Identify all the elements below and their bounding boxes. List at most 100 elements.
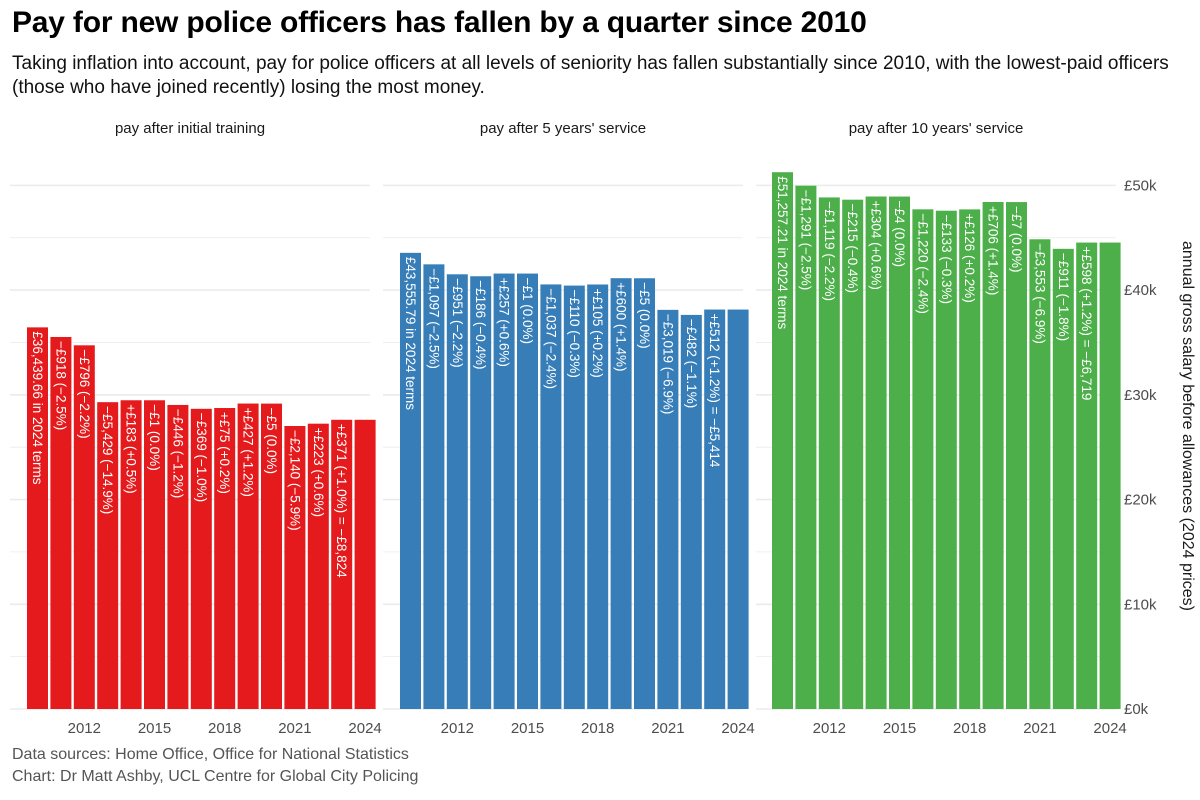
x-tick-label: 2024 bbox=[1093, 720, 1126, 737]
bar-label: −£951 (−2.2%) bbox=[450, 278, 465, 367]
bar-label: +£183 (+0.5%) bbox=[124, 404, 139, 493]
bar-label: −£911 (−1.8%) bbox=[1056, 253, 1071, 341]
bar bbox=[982, 202, 1004, 709]
bar bbox=[50, 336, 72, 709]
bar-label: −£1 (0.0%) bbox=[147, 404, 162, 470]
x-tick-label: 2018 bbox=[581, 720, 614, 737]
chart-title: Pay for new police officers has fallen b… bbox=[12, 6, 867, 39]
chart-subtitle: Taking inflation into account, pay for p… bbox=[12, 53, 1169, 98]
bar bbox=[540, 284, 562, 709]
bar-label: −£918 (−2.5%) bbox=[53, 341, 68, 430]
y-tick-label: £10k bbox=[1124, 596, 1157, 613]
facet-title: pay after initial training bbox=[115, 120, 265, 137]
bar bbox=[423, 264, 445, 709]
x-tick-label: 2021 bbox=[1023, 720, 1056, 737]
bar-label: −£1,291 (−2.5%) bbox=[798, 190, 813, 291]
y-tick-label: £40k bbox=[1124, 282, 1157, 299]
bar-label: −£369 (−1.0%) bbox=[194, 413, 209, 502]
x-tick-label: 2018 bbox=[208, 720, 241, 737]
bar-label: −£133 (−0.3%) bbox=[939, 215, 954, 304]
bar-label: +£223 (+0.6%) bbox=[311, 428, 326, 517]
bar bbox=[73, 345, 95, 709]
bar bbox=[167, 404, 189, 709]
bar-label: +£126 (+0.2%) bbox=[962, 213, 977, 302]
facet-title: pay after 5 years' service bbox=[480, 120, 646, 137]
x-tick-label: 2012 bbox=[68, 720, 101, 737]
bar-label: −£1,220 (−2.4%) bbox=[915, 213, 930, 314]
x-tick-label: 2015 bbox=[883, 720, 916, 737]
bar-label: −£5,429 (−14.9%) bbox=[100, 406, 115, 514]
bar-label: −£482 (−1.1%) bbox=[684, 319, 699, 408]
bar bbox=[237, 403, 259, 709]
x-tick-label: 2021 bbox=[278, 720, 311, 737]
bar bbox=[214, 408, 236, 709]
bar bbox=[842, 199, 864, 710]
bar bbox=[657, 309, 679, 709]
bar bbox=[517, 273, 538, 709]
bar-label: +£304 (+0.6%) bbox=[869, 201, 884, 290]
bar bbox=[493, 273, 515, 709]
x-tick-label: 2018 bbox=[953, 720, 986, 737]
y-axis-title: annual gross salary before allowances (2… bbox=[1179, 241, 1196, 611]
bar-labels: £36,439.66 in 2024 terms −£918 (−2.5%) −£7… bbox=[30, 176, 1094, 578]
bar bbox=[889, 196, 910, 709]
bar bbox=[912, 209, 934, 709]
bar bbox=[144, 400, 165, 709]
bar bbox=[680, 314, 702, 709]
bar-label: +£427 (+1.2%) bbox=[241, 408, 256, 497]
x-tick-label: 2015 bbox=[138, 720, 171, 737]
facet-title: pay after 10 years' service bbox=[849, 120, 1024, 137]
bar bbox=[587, 284, 609, 709]
bar bbox=[959, 209, 981, 709]
bar bbox=[27, 327, 48, 709]
bar-label: −£186 (−0.4%) bbox=[473, 280, 488, 369]
bar bbox=[1052, 248, 1074, 709]
bar-label: +£512 (+1.2%) = −£5,414 bbox=[707, 314, 722, 468]
bar-label: −£3,553 (−6.9%) bbox=[1032, 243, 1047, 344]
bar-label: −£1,119 (−2.2%) bbox=[822, 201, 837, 301]
bar-label: −£5 (0.0%) bbox=[637, 282, 652, 348]
bar-label: +£75 (+0.2%) bbox=[217, 412, 232, 494]
bar bbox=[772, 172, 793, 710]
bar-label: −£796 (−2.2%) bbox=[77, 349, 92, 438]
bar-label: −£1,097 (−2.5%) bbox=[426, 268, 441, 369]
bar bbox=[446, 274, 468, 709]
chart-caption: Data sources: Home Office, Office for Na… bbox=[12, 744, 418, 788]
x-tick-label: 2015 bbox=[511, 720, 544, 737]
x-tick-label: 2024 bbox=[721, 720, 754, 737]
axes: pay after initial training 2012 2015 2018 20… bbox=[68, 120, 1196, 737]
bar-label: −£1,037 (−2.4%) bbox=[543, 288, 558, 389]
bar bbox=[470, 276, 492, 709]
bar-label: −£7 (0.0%) bbox=[1009, 206, 1024, 272]
bar bbox=[818, 197, 840, 709]
bar-label: +£257 (+0.6%) bbox=[497, 278, 512, 367]
bar bbox=[120, 400, 142, 709]
y-tick-label: £30k bbox=[1124, 387, 1157, 404]
bar bbox=[354, 419, 376, 709]
x-tick-label: 2021 bbox=[651, 720, 684, 737]
y-tick-label: £20k bbox=[1124, 492, 1157, 509]
bar bbox=[1076, 242, 1098, 709]
bar bbox=[1006, 202, 1027, 709]
bar bbox=[1029, 239, 1051, 709]
bar-label: +£600 (+1.4%) bbox=[614, 282, 629, 371]
data-sources-note: Data sources: Home Office, Office for Na… bbox=[12, 746, 409, 763]
bar bbox=[284, 426, 306, 709]
bar-label: +£105 (+0.2%) bbox=[590, 288, 605, 377]
bar bbox=[563, 285, 585, 709]
bar-label: +£371 (+1.0%) = −£8,824 bbox=[334, 424, 349, 578]
y-tick-label: £50k bbox=[1124, 177, 1157, 194]
bar bbox=[1099, 242, 1121, 709]
bar bbox=[865, 196, 887, 710]
bar-label: £36,439.66 in 2024 terms bbox=[30, 331, 45, 484]
bar bbox=[400, 252, 421, 709]
bar bbox=[261, 403, 282, 709]
bar-label: −£3,019 (−6.9%) bbox=[660, 314, 675, 415]
bar-label: £51,257.21 in 2024 terms bbox=[775, 176, 790, 329]
bar bbox=[935, 210, 957, 709]
bar-label: +£706 (+1.4%) bbox=[986, 206, 1001, 295]
x-tick-label: 2024 bbox=[348, 720, 381, 737]
bars bbox=[27, 172, 1121, 710]
bar-label: −£4 (0.0%) bbox=[892, 201, 907, 267]
